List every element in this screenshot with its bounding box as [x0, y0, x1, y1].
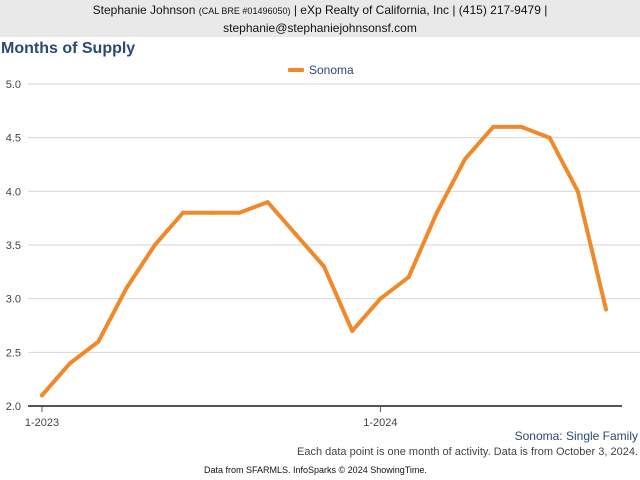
- data-point: [237, 210, 242, 215]
- y-tick-label: 4.5: [6, 133, 21, 145]
- data-point: [378, 296, 383, 301]
- chart-title: Months of Supply: [1, 40, 136, 57]
- data-point: [604, 307, 608, 312]
- series-line: [40, 124, 608, 398]
- axes: 2.0 2.5 3.0 3.5 4.0 4.5 5.0 1-2023 1-2024: [6, 79, 622, 429]
- agent-name: Stephanie Johnson: [92, 3, 196, 17]
- series-sonoma: [40, 124, 608, 398]
- x-tick-label: 1-2024: [363, 417, 397, 429]
- y-tick-label: 2.0: [6, 401, 21, 413]
- data-point: [293, 232, 298, 237]
- legend-swatch: [288, 68, 304, 72]
- data-point: [322, 264, 326, 269]
- data-point: [463, 157, 467, 162]
- data-point: [265, 200, 270, 205]
- data-point: [519, 124, 524, 129]
- agent-license: (CAL BRE #01496050): [198, 6, 291, 16]
- data-note: Each data point is one month of activity…: [297, 446, 638, 458]
- gridlines: [28, 83, 640, 353]
- y-tick-label: 3.5: [6, 240, 21, 252]
- data-point: [209, 210, 214, 215]
- y-tick-label: 3.0: [6, 294, 21, 306]
- data-source: Data from SFARMLS. InfoSparks © 2024 Sho…: [204, 465, 427, 475]
- chart-subtitle: Sonoma: Single Family: [514, 429, 638, 443]
- data-point: [575, 189, 580, 194]
- data-point: [96, 339, 101, 344]
- agent-header-line1: Stephanie Johnson (CAL BRE #01496050) | …: [0, 2, 640, 20]
- y-tick-label: 5.0: [6, 79, 21, 91]
- data-point: [434, 210, 439, 215]
- data-point: [181, 210, 185, 215]
- agent-header: Stephanie Johnson (CAL BRE #01496050) | …: [0, 0, 640, 37]
- data-point: [124, 285, 129, 290]
- data-point: [491, 124, 496, 129]
- data-point: [547, 135, 552, 140]
- agent-contact: | eXp Realty of California, Inc | (415) …: [293, 3, 548, 17]
- data-point: [68, 361, 73, 366]
- data-point: [350, 328, 355, 333]
- x-tick-label: 1-2023: [25, 417, 59, 429]
- legend-label: Sonoma: [309, 63, 354, 77]
- chart-legend: Sonoma: [288, 63, 354, 77]
- data-point: [152, 243, 157, 247]
- data-point: [406, 275, 411, 280]
- agent-email: stephanie@stephaniejohnsonsf.com: [223, 21, 417, 35]
- y-tick-label: 4.0: [6, 186, 21, 198]
- data-point: [40, 393, 44, 398]
- y-tick-label: 2.5: [6, 347, 21, 359]
